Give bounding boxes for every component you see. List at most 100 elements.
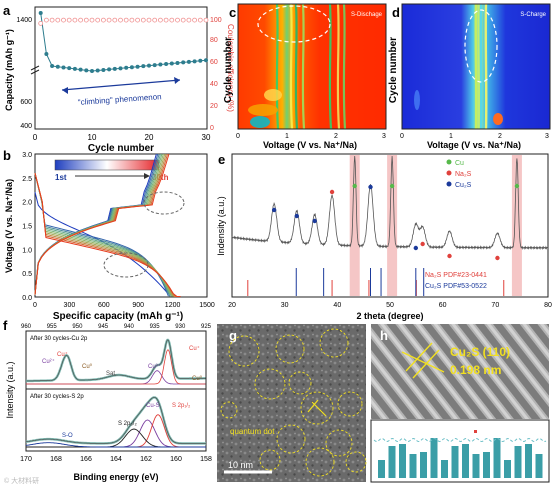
e-ylabel: Indensity (a.u.) (216, 196, 226, 256)
capacity-point (112, 66, 117, 71)
b-xtick: 600 (98, 302, 110, 309)
a-xtick: 20 (145, 133, 154, 142)
peak-markers (271, 183, 520, 261)
capacity-point (204, 58, 208, 63)
capacity-point (67, 66, 72, 71)
f-bottom-xtick: 164 (110, 456, 122, 463)
watermark: © 大材料研 (4, 476, 39, 485)
quantum-dot-circle (319, 328, 349, 358)
capacity-point (124, 65, 129, 70)
lattice-marker (401, 351, 445, 373)
f-bottom-xtick: 166 (80, 456, 92, 463)
heatmap-blob (264, 89, 282, 101)
cu-legend-dot (446, 159, 452, 165)
cu-highlight-band (349, 155, 360, 296)
peak-marker (368, 184, 373, 190)
panel-letter-a: a (3, 3, 11, 18)
heatmap-stripes (248, 3, 347, 130)
lattice-marker (405, 342, 433, 372)
panel-a: a "climbing" phenomenon 0 10 20 30 Cycle… (3, 3, 235, 154)
heatmap-blob (248, 104, 278, 116)
b-ylabel: Voltage (V vs. Na⁺/Na) (4, 179, 14, 273)
quantum-dot-circle (254, 368, 286, 400)
f-top-xtick: 930 (175, 324, 186, 330)
s2p-raw (25, 397, 206, 444)
capacity-point (181, 60, 186, 65)
peak-marker (329, 189, 335, 195)
ce-point (72, 17, 78, 23)
d-xtick: 1 (449, 133, 453, 140)
e-legend-cu: Cu (455, 160, 464, 167)
c-xlabel: Voltage (V vs. Na⁺/Na) (263, 140, 357, 150)
ce-point (61, 17, 66, 23)
profile-bar (451, 446, 459, 478)
quantum-dot-circle (305, 447, 335, 477)
a-xtick: 10 (88, 133, 97, 142)
climbing-annotation: "climbing" phenomenon (78, 92, 162, 107)
quantum-dot-circle (345, 451, 367, 473)
profile-bar (483, 452, 490, 478)
intensity-profile (373, 430, 547, 478)
c-xtick: 3 (382, 133, 386, 140)
panel-c: c S-Dischage 0 1 2 3 Voltage (V vs. Na⁺/… (223, 3, 387, 150)
profile-marker (474, 430, 477, 433)
profile-bar (378, 460, 385, 478)
e-xtick: 60 (439, 302, 447, 309)
f-bottom-title: After 30 cycles-S 2p (30, 394, 84, 400)
highlight-bands (349, 155, 522, 296)
quantum-dot-circle (288, 371, 312, 395)
capacity-point (192, 59, 197, 64)
s2p-component (25, 442, 206, 448)
f-bottom-xticks: 170 168 166 164 162 160 158 (20, 456, 212, 463)
a-xlabel: Cycle number (88, 143, 154, 154)
panel-letter-g: g (229, 328, 237, 343)
f-top-xtick: 955 (47, 324, 58, 330)
ce-point (112, 17, 118, 23)
profile-bar (430, 438, 438, 478)
cu2p-spectrum (26, 338, 206, 385)
panel-g: g quantum dot 10 nm (217, 324, 367, 482)
capacity-point (72, 66, 77, 71)
b-xtick: 1500 (199, 302, 215, 309)
f-bottom-xtick: 168 (50, 456, 62, 463)
heatmap-stripe (342, 3, 347, 130)
b-xlabel: Specific capacity (mAh g⁻¹) (53, 311, 183, 322)
panel-b-frame (34, 153, 208, 298)
panel-letter-e: e (218, 152, 225, 167)
capacity-point (50, 64, 55, 68)
capacity-point (101, 67, 106, 72)
line-profile-box (370, 419, 550, 483)
ce-point (49, 17, 55, 23)
quantum-dot-circle (259, 449, 281, 471)
ce-point (192, 17, 198, 23)
panel-d-frame (401, 3, 551, 130)
highlight-ellipse (103, 252, 149, 278)
f-bottom-xtick: 158 (200, 456, 212, 463)
b-ytick: 3.0 (22, 152, 32, 159)
capacity-point (141, 64, 146, 69)
f-top-xtick: 945 (98, 324, 109, 330)
ce-point (175, 17, 180, 23)
e-pdf-na2s: Na₂S PDF#23-0441 (425, 272, 487, 279)
a-ylabel-left: Capacity (mAh g⁻¹) (4, 29, 14, 111)
coulombic-efficiency-series (38, 17, 209, 26)
profile-bar (462, 444, 469, 478)
e-xtick: 30 (281, 302, 289, 309)
panel-letter-h: h (380, 328, 388, 343)
a-ytick-right: 0 (210, 125, 214, 132)
f-top-xtick: 935 (150, 324, 161, 330)
f-top-xticks: 960 955 950 945 940 935 930 925 (21, 324, 212, 330)
capacity-point (55, 64, 60, 69)
heatmap-stripe (275, 3, 280, 130)
f-label: Cu⁺ (57, 351, 68, 358)
a-ytick-right: 80 (210, 37, 218, 44)
heatmap-stripe (294, 3, 299, 130)
capacity-point (44, 52, 49, 56)
ce-point (101, 17, 106, 23)
cu2p-raw (26, 339, 206, 382)
arrow-head-icon (62, 87, 68, 94)
f-bottom-xtick: 162 (140, 456, 152, 463)
hrtem-image (371, 324, 549, 419)
capacity-point (129, 65, 134, 70)
